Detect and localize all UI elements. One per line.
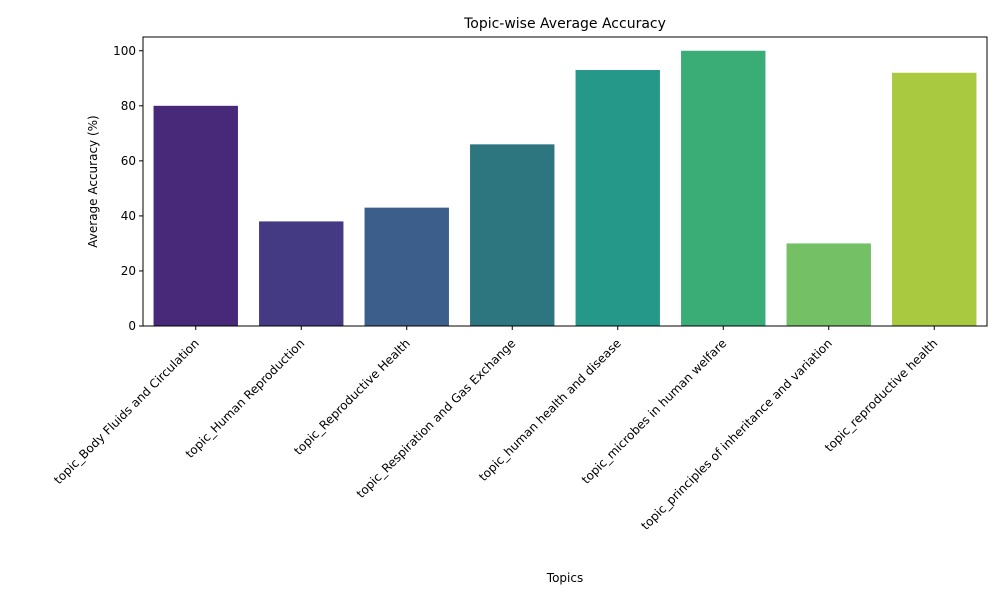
y-tick-label: 0	[128, 319, 136, 333]
bar	[364, 207, 449, 326]
y-axis-label: Average Accuracy (%)	[86, 115, 100, 247]
bar	[470, 144, 555, 326]
bar	[681, 50, 766, 327]
bar	[786, 243, 871, 326]
chart-title: Topic-wise Average Accuracy	[463, 16, 666, 32]
bar	[153, 105, 238, 326]
x-axis-label: Topics	[546, 571, 583, 585]
y-axis: 0 20 40 60 80 100	[113, 44, 143, 333]
y-tick-label: 100	[113, 44, 136, 58]
bar	[575, 70, 660, 327]
bars-group	[153, 50, 977, 327]
y-tick-label: 60	[121, 154, 136, 168]
y-tick-label: 20	[121, 264, 136, 278]
bar	[892, 72, 977, 327]
plot-frame	[142, 36, 988, 327]
y-tick-label: 40	[121, 209, 136, 223]
bar	[259, 221, 344, 326]
y-tick-label: 80	[121, 99, 136, 113]
